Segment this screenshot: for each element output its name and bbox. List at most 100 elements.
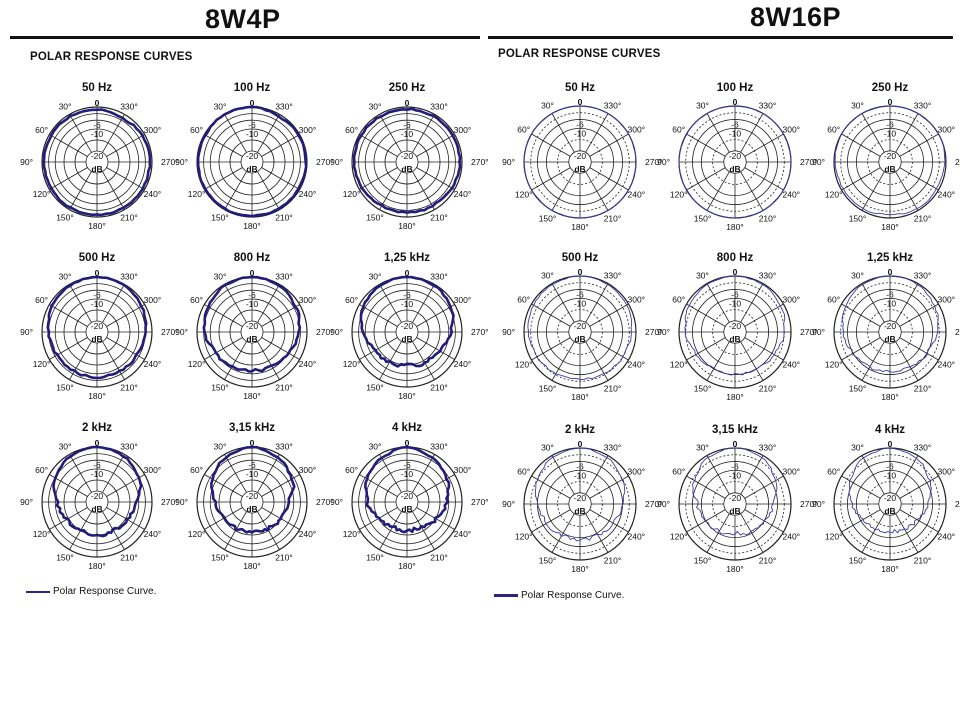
ring-label: -6: [886, 461, 894, 471]
angle-label: 240°: [782, 532, 800, 542]
polar-spoke: [589, 133, 629, 157]
angle-label: 240°: [299, 359, 317, 369]
response-curve: [52, 445, 143, 538]
angle-label: 300°: [454, 465, 472, 475]
polar-plot: 500 Hz 0 30° 60° 90° 120° 150° 180° 210° 240° 270°…: [20, 252, 178, 412]
legend: Polar Response Curve.: [494, 590, 624, 601]
angle-label: 150°: [56, 212, 74, 222]
unit-label: dB: [729, 334, 740, 344]
angle-label: 180°: [243, 221, 261, 231]
angle-label: 90°: [657, 157, 670, 167]
angle-label: 240°: [627, 190, 645, 200]
angle-label: 180°: [398, 221, 416, 231]
polar-spoke: [861, 113, 885, 153]
angle-label: 60°: [827, 295, 840, 305]
plot-title: 2 kHz: [81, 422, 113, 434]
panel-8w4p: 8W4P POLAR RESPONSE CURVES 50 Hz 0 30° 60° 9…: [10, 0, 489, 620]
angle-label: 0: [95, 268, 100, 278]
angle-label: 210°: [275, 212, 293, 222]
response-curve: [202, 275, 302, 373]
unit-label: dB: [246, 164, 257, 174]
unit-label: dB: [91, 164, 102, 174]
angle-label: 210°: [120, 552, 138, 562]
response-curve: [523, 105, 637, 219]
polar-plot: 1,25 kHz 0 30° 60° 90° 120° 150° 180° 210° 240° 27…: [330, 252, 488, 412]
angle-label: 150°: [366, 552, 384, 562]
polar-spoke: [899, 133, 939, 157]
angle-label: 150°: [539, 213, 557, 223]
angle-label: 0: [733, 267, 738, 277]
angle-label: 270°: [471, 497, 489, 507]
angle-label: 120°: [343, 189, 361, 199]
angle-label: 0: [888, 97, 893, 107]
angle-label: 330°: [604, 101, 622, 111]
angle-label: 0: [405, 268, 410, 278]
ring-label: -20: [91, 491, 104, 501]
ring-label: -6: [576, 289, 584, 299]
polar-spoke: [895, 283, 919, 323]
angle-label: 180°: [881, 564, 899, 574]
ring-label: -20: [729, 493, 742, 503]
polar-spoke: [861, 341, 885, 381]
angle-label: 30°: [541, 443, 554, 453]
angle-label: 330°: [914, 443, 932, 453]
angle-label: 30°: [541, 101, 554, 111]
angle-label: 240°: [937, 360, 955, 370]
angle-label: 330°: [914, 101, 932, 111]
angle-label: 120°: [670, 360, 688, 370]
angle-label: 240°: [627, 360, 645, 370]
polar-plot-svg: 0 30° 60° 90° 120° 150° 180° 210° 240° 270° 300° 33…: [175, 438, 333, 571]
angle-label: 60°: [827, 467, 840, 477]
angle-label: 60°: [190, 465, 203, 475]
angle-label: 180°: [881, 222, 899, 232]
ring-label: -10: [91, 469, 104, 479]
polar-plot: 50 Hz 0 30° 60° 90° 120° 150° 180° 210° 240° 270° 3…: [20, 82, 178, 242]
angle-label: 270°: [471, 157, 489, 167]
polar-spoke: [706, 283, 730, 323]
angle-label: 300°: [299, 295, 317, 305]
polar-spoke: [551, 455, 575, 495]
angle-label: 180°: [398, 391, 416, 401]
angle-label: 90°: [20, 157, 33, 167]
polar-spoke: [416, 474, 455, 497]
ring-label: -6: [731, 461, 739, 471]
polar-spoke: [379, 114, 402, 153]
plot-title: 50 Hz: [564, 82, 596, 94]
plot-title: 50 Hz: [81, 82, 113, 94]
angle-label: 60°: [672, 467, 685, 477]
polar-spoke: [204, 134, 243, 157]
response-curve: [527, 275, 633, 381]
angle-label: 330°: [430, 102, 448, 112]
ring-label: -20: [729, 151, 742, 161]
polar-spoke: [106, 134, 145, 157]
angle-label: 180°: [398, 561, 416, 571]
polar-spoke: [686, 337, 726, 361]
angle-label: 150°: [694, 383, 712, 393]
angle-label: 90°: [175, 327, 188, 337]
polar-spoke: [895, 113, 919, 153]
ring-label: -6: [731, 289, 739, 299]
angle-label: 90°: [330, 497, 343, 507]
polar-spoke: [706, 513, 730, 553]
angle-label: 30°: [214, 442, 227, 452]
angle-label: 150°: [694, 213, 712, 223]
angle-label: 270°: [955, 327, 960, 337]
angle-label: 300°: [627, 467, 645, 477]
polar-spoke: [841, 337, 881, 361]
unit-label: dB: [729, 164, 740, 174]
angle-label: 330°: [759, 271, 777, 281]
angle-label: 300°: [299, 465, 317, 475]
angle-label: 60°: [345, 125, 358, 135]
angle-label: 300°: [782, 467, 800, 477]
angle-label: 330°: [430, 442, 448, 452]
polar-plot-svg: 0 30° 60° 90° 120° 150° 180° 210° 240° 270° 300° 33…: [812, 439, 960, 574]
ring-label: -10: [729, 470, 742, 480]
angle-label: 90°: [330, 157, 343, 167]
unit-label: dB: [884, 506, 895, 516]
polar-plot-svg: 0 30° 60° 90° 120° 150° 180° 210° 240° 270° 300° 33…: [20, 268, 178, 401]
angle-label: 120°: [515, 532, 533, 542]
polar-plot: 1,25 kHz 0 30° 60° 90° 120° 150° 180° 210° 240° 27…: [812, 252, 960, 412]
response-curve: [364, 445, 451, 534]
response-curve: [210, 445, 296, 534]
title-rule: [488, 36, 953, 39]
